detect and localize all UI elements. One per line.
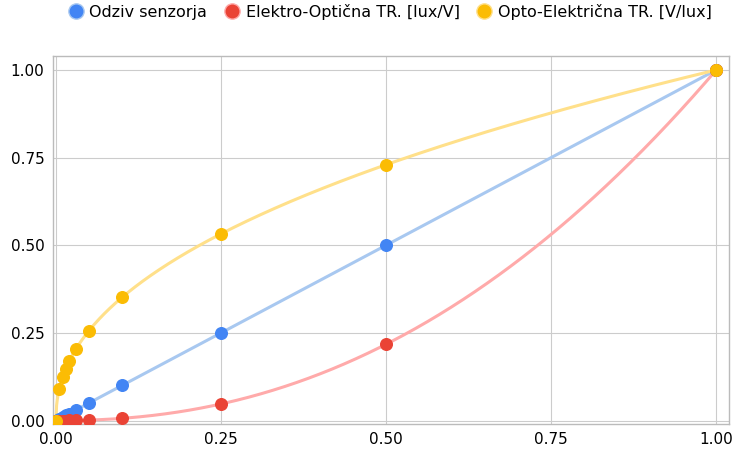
Point — [710, 66, 722, 74]
Point — [83, 327, 95, 335]
Point — [50, 417, 62, 424]
Point — [380, 341, 392, 348]
Point — [116, 294, 128, 301]
Point — [380, 161, 392, 168]
Point — [215, 230, 227, 238]
Point — [70, 346, 82, 353]
Point — [215, 400, 227, 408]
Point — [50, 417, 62, 424]
Point — [56, 374, 68, 381]
Point — [83, 416, 95, 424]
Point — [60, 411, 72, 419]
Point — [116, 415, 128, 422]
Point — [53, 415, 65, 423]
Point — [56, 413, 68, 421]
Point — [710, 66, 722, 74]
Point — [63, 410, 75, 417]
Legend: Odziv senzorja, Elektro-Optična TR. [lux/V], Opto-Električna TR. [V/lux]: Odziv senzorja, Elektro-Optična TR. [lux… — [64, 0, 718, 27]
Point — [70, 417, 82, 424]
Point — [70, 406, 82, 414]
Point — [63, 357, 75, 365]
Point — [215, 329, 227, 336]
Point — [53, 385, 65, 393]
Point — [60, 417, 72, 424]
Point — [116, 382, 128, 389]
Point — [56, 417, 68, 424]
Point — [83, 399, 95, 407]
Point — [710, 66, 722, 74]
Point — [63, 417, 75, 424]
Point — [60, 365, 72, 372]
Point — [53, 417, 65, 424]
Point — [380, 241, 392, 249]
Point — [50, 417, 62, 424]
